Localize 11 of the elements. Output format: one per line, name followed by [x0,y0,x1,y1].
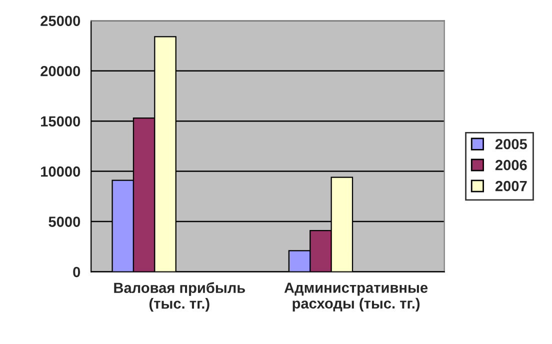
legend-label: 2006 [495,160,527,170]
y-tick-label: 25000 [40,16,80,26]
y-tick-label: 20000 [40,66,80,76]
legend-label: 2005 [495,138,527,150]
y-tick-label: 5000 [48,216,80,227]
y-tick-label: 10000 [41,166,80,177]
legend-label: 2007 [495,180,527,192]
y-tick-label: 0 [73,266,80,278]
x-tick-label: Валовая прибыль (тыс. тг.) [114,282,246,312]
x-tick-label: Административные расходы (тыс. тг.) [284,282,428,312]
y-tick-label: 15000 [41,116,80,127]
